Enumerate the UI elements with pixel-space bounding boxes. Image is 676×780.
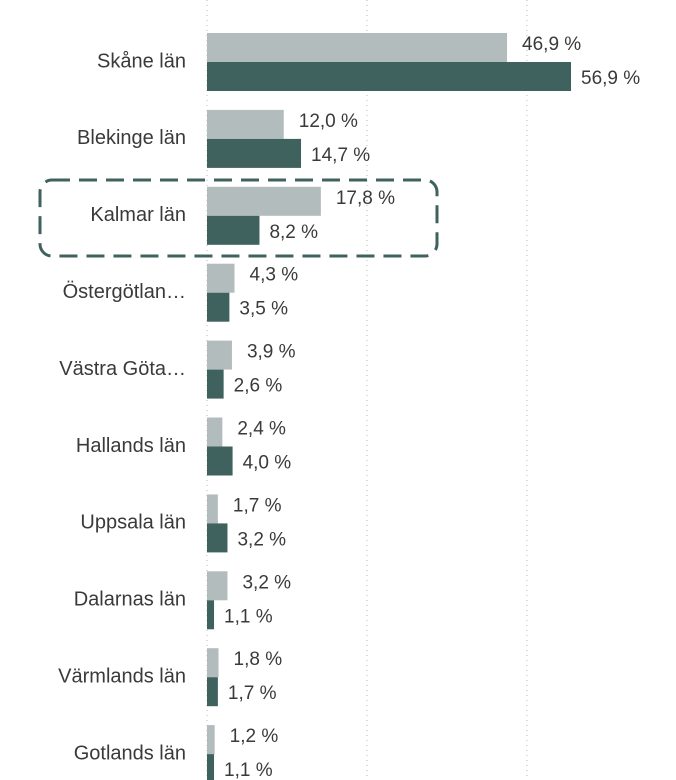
- category-label: Blekinge län: [77, 127, 186, 149]
- bar: [207, 33, 508, 62]
- highlight-box: [38, 178, 439, 258]
- bar: [207, 600, 215, 630]
- value-label: 3,2 %: [242, 572, 291, 593]
- category-label: Dalarnas län: [74, 589, 186, 611]
- category-label: Värmlands län: [58, 665, 186, 687]
- value-label: 12,0 %: [299, 111, 358, 132]
- category-label: Västra Göta…: [59, 358, 186, 380]
- bar: [207, 446, 233, 476]
- bar: [207, 340, 232, 370]
- value-label: 1,7 %: [233, 495, 282, 516]
- bars: Skåne län 46,9 %56,9 % Blekinge län 12,0 % 1…: [58, 33, 640, 780]
- value-label: 8,2 %: [269, 222, 318, 243]
- bar: [207, 369, 224, 399]
- value-label: 1,1 %: [224, 760, 273, 780]
- category-label: Östergötlan…: [63, 281, 186, 303]
- value-label: 1,8 %: [234, 649, 283, 670]
- bar: [207, 523, 228, 553]
- value-label: 17,8 %: [336, 188, 395, 209]
- bar: [207, 754, 215, 780]
- bar: [207, 263, 235, 293]
- value-label: 3,5 %: [239, 299, 288, 320]
- bar: [207, 215, 260, 245]
- bar: [207, 725, 215, 755]
- value-label: 2,4 %: [237, 419, 286, 440]
- value-label: 1,1 %: [224, 606, 273, 627]
- value-label: 1,7 %: [228, 683, 277, 704]
- bar: [207, 109, 284, 139]
- value-label: 4,0 %: [243, 453, 292, 474]
- category-label: Kalmar län: [90, 204, 186, 226]
- bar: [207, 138, 302, 168]
- bar: [207, 292, 230, 322]
- category-label: Uppsala län: [80, 512, 186, 534]
- category-label: Hallands län: [76, 435, 186, 457]
- value-label: 1,2 %: [230, 726, 279, 747]
- bar: [207, 648, 219, 678]
- value-label: 3,9 %: [247, 342, 296, 363]
- bar: [207, 677, 218, 707]
- bar: [207, 571, 228, 601]
- value-label: 3,2 %: [237, 529, 286, 550]
- value-label: 14,7 %: [311, 145, 370, 166]
- category-label: Skåne län: [97, 50, 186, 72]
- bar: [207, 417, 223, 447]
- bar: [207, 62, 572, 91]
- value-label: 56,9 %: [581, 68, 640, 89]
- bar: [207, 186, 321, 216]
- value-label: 2,6 %: [234, 376, 283, 397]
- value-label: 46,9 %: [522, 34, 581, 55]
- category-label: Gotlands län: [74, 742, 186, 764]
- bar: [207, 494, 218, 524]
- value-label: 4,3 %: [250, 265, 299, 286]
